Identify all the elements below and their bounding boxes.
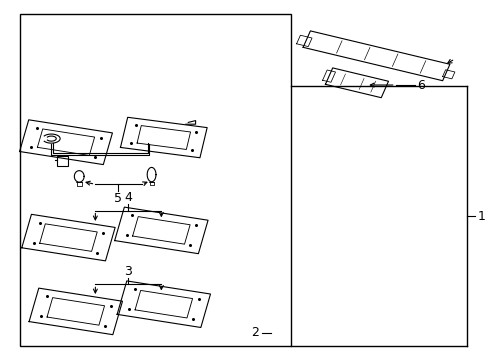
Text: 6: 6 — [417, 78, 425, 91]
Bar — [20, 14, 290, 346]
Text: 4: 4 — [124, 191, 132, 204]
Bar — [57, 156, 68, 166]
Text: 3: 3 — [124, 265, 132, 278]
Text: 1: 1 — [476, 210, 484, 222]
Text: 2: 2 — [251, 327, 259, 339]
Text: 5: 5 — [114, 192, 122, 204]
